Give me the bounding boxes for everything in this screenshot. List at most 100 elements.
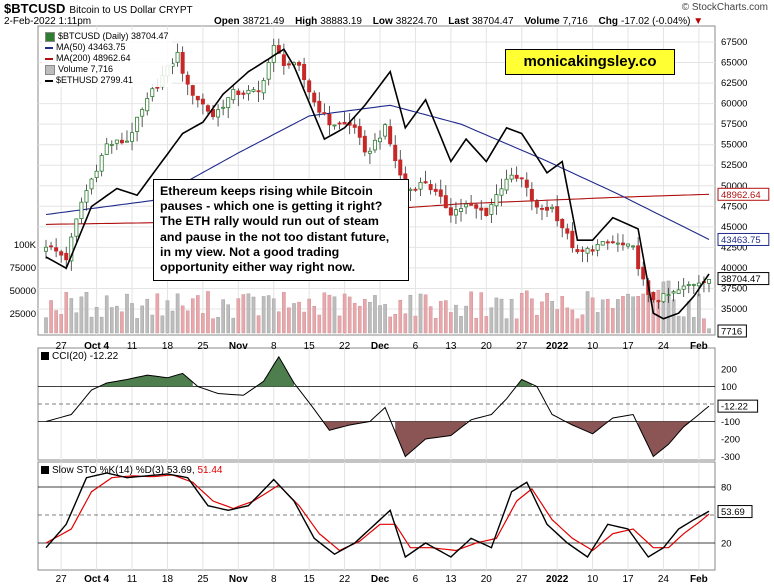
price-candle (383, 124, 388, 137)
volume-bar (616, 299, 620, 334)
price-candle (681, 285, 686, 290)
x-tick-label: 8 (271, 574, 277, 585)
price-candle (626, 243, 631, 247)
volume-bar (428, 306, 433, 334)
volume-bar (271, 298, 276, 334)
volume-bar (580, 314, 585, 334)
volume-bar (565, 307, 570, 334)
volume-bar (327, 294, 332, 334)
price-candle (281, 54, 286, 66)
x-tick-label: 24 (658, 341, 670, 352)
price-candle (362, 135, 367, 153)
price-candle (464, 203, 469, 208)
sto-legend-swatch (41, 466, 49, 474)
volume-bar (671, 299, 676, 334)
price-candle (504, 178, 509, 191)
symbol-name: Bitcoin to US Dollar CRYPT (69, 5, 193, 16)
price-candle (378, 137, 383, 143)
price-candle (408, 188, 413, 191)
volume-bar (418, 293, 423, 334)
volume-bar (94, 307, 99, 334)
price-candle (251, 89, 256, 92)
watermark-logo: monicakingsley.co (505, 49, 675, 75)
y-tick-label: 67500 (721, 37, 747, 48)
x-tick-label: 27 (56, 341, 68, 352)
volume-bar (84, 292, 89, 334)
price-candle (322, 112, 327, 114)
volume-bar (89, 316, 94, 334)
volume-bar (115, 305, 119, 334)
cci-legend-swatch (41, 352, 49, 360)
stockcharts-brand[interactable]: © StockCharts.com (681, 2, 768, 13)
x-tick-label: Nov (229, 574, 248, 585)
volume-bar (484, 316, 489, 334)
x-tick-label: 15 (304, 574, 316, 585)
x-tick-label: 20 (481, 574, 493, 585)
price-candle (631, 245, 636, 248)
price-candle (216, 109, 221, 118)
volume-bar (636, 296, 640, 334)
volume-bar (175, 293, 180, 334)
x-tick-label: 22 (339, 574, 351, 585)
cci-oversold-fill (638, 421, 689, 457)
price-candle (423, 181, 428, 184)
price-candle (641, 266, 646, 280)
price-candle (388, 126, 393, 145)
x-tick-label: 11 (127, 341, 138, 352)
volume-bar (196, 295, 200, 334)
price-candle (539, 208, 544, 210)
volume-bar (155, 293, 160, 334)
x-tick-label: 27 (516, 574, 528, 585)
y-tick-label: 40000 (721, 263, 747, 274)
price-candle (656, 300, 661, 303)
price-candle (545, 206, 550, 211)
sto-title: Slow STO %K(14) %D(3) 53.69, 51.44 (52, 465, 223, 476)
sto-tick-label: 20 (721, 539, 732, 550)
price-candle (398, 159, 403, 176)
price-candle (54, 247, 59, 252)
price-candle (221, 106, 226, 109)
volume-bar (74, 312, 79, 334)
cci-tick-label: -300 (721, 452, 740, 463)
price-candle (514, 174, 519, 179)
ma200-value-label: 48962.64 (721, 190, 761, 201)
price-candle (555, 206, 560, 222)
y-tick-label: 42500 (721, 242, 747, 253)
x-tick-label: Dec (371, 574, 390, 585)
price-candle (666, 294, 671, 297)
y-tick-label: 60000 (721, 99, 747, 110)
volume-bar (150, 314, 155, 334)
volume-bar (59, 314, 63, 334)
eth-overlay-line (45, 48, 710, 320)
volume-bar (282, 291, 286, 334)
volume-bar (368, 301, 372, 334)
volume-bar (135, 318, 139, 334)
y-tick-label: 55000 (721, 140, 747, 151)
sto-tick-label: 80 (721, 483, 732, 494)
price-candle (570, 230, 575, 249)
volume-bar (332, 296, 337, 334)
volume-bar (302, 311, 306, 334)
annotation-box: Ethereum keeps rising while Bitcoin paus… (153, 179, 409, 282)
volume-bar (236, 298, 241, 334)
price-candle (494, 194, 499, 207)
cci-tick-label: 100 (721, 382, 737, 393)
volume-bar (489, 307, 494, 334)
volume-bar (626, 293, 630, 334)
sto-k-line (45, 472, 710, 559)
price-candle (459, 208, 464, 212)
symbol-title: $BTCUSD Bitcoin to US Dollar CRYPT (4, 1, 193, 16)
volume-bar (438, 301, 443, 334)
y-tick-label: 47500 (721, 201, 747, 212)
x-tick-label: 18 (162, 341, 174, 352)
volume-bar (120, 311, 124, 334)
volume-bar (373, 295, 377, 334)
volume-bar (464, 305, 468, 334)
price-candle (707, 279, 712, 284)
volume-bar (79, 296, 84, 334)
price-candle (610, 241, 615, 244)
volume-bar (277, 311, 281, 334)
x-tick-label: 6 (413, 574, 419, 585)
x-tick-label: 25 (197, 341, 209, 352)
price-candle (620, 242, 625, 246)
